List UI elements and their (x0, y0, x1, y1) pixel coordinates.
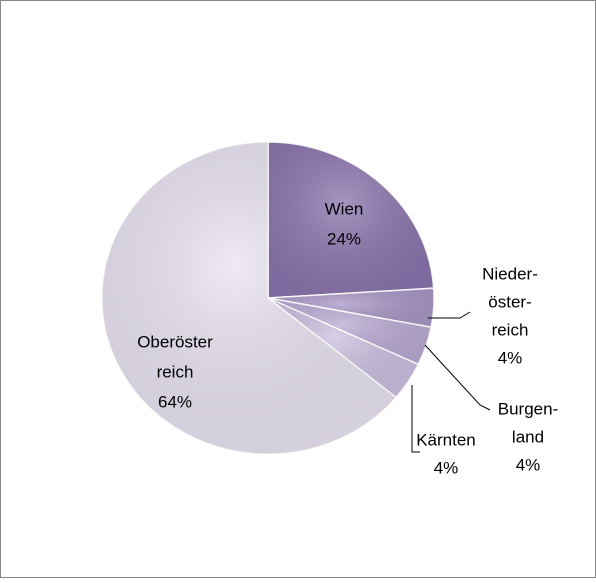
value-label: 4% (516, 455, 541, 474)
category-label: Nieder- (482, 264, 538, 283)
category-label: Burgen- (498, 399, 558, 418)
value-label: 64% (158, 392, 192, 411)
category-label: land (512, 427, 544, 446)
value-label: 4% (498, 348, 523, 367)
leader-line (428, 311, 471, 319)
leader-line (411, 385, 420, 453)
category-label: Kärnten (416, 430, 476, 449)
value-label: 4% (434, 458, 459, 477)
category-label: Oberöster (137, 332, 213, 351)
leader-line (424, 344, 491, 411)
pie (101, 141, 435, 455)
value-label: 24% (327, 229, 361, 248)
category-label: öster- (488, 292, 531, 311)
category-label: reich (492, 320, 529, 339)
category-label: reich (157, 362, 194, 381)
category-label: Wien (325, 199, 364, 218)
labels: Wien 24% Nieder-öster-reich 4% Burgen-land 4%… (137, 199, 558, 477)
